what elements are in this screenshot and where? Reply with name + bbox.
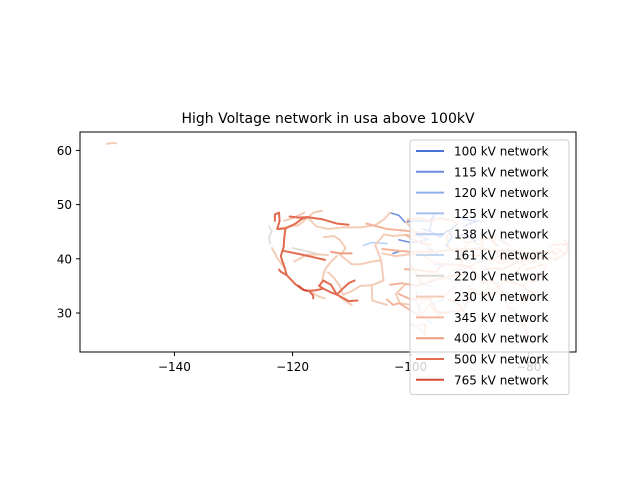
network-line — [330, 250, 353, 255]
legend: 100 kV network 115 kV network 120 kV netwo… — [409, 139, 570, 396]
legend-label: 138 kV network — [454, 228, 548, 242]
legend-label: 345 kV network — [454, 311, 548, 325]
legend-label: 100 kV network — [454, 145, 548, 159]
network-line — [306, 216, 344, 230]
axes-frame — [79, 131, 577, 353]
network-line — [321, 255, 338, 281]
legend-label: 230 kV network — [454, 290, 548, 304]
legend-label: 500 kV network — [454, 353, 548, 367]
network-line — [105, 141, 117, 145]
legend-box — [409, 139, 570, 396]
chart-title: High Voltage network in usa above 100kV — [181, 111, 475, 127]
series-group — [297, 284, 309, 292]
network-line — [281, 249, 326, 261]
network-line — [293, 253, 329, 263]
network-line — [394, 283, 412, 306]
y-tick-label: 40 — [57, 252, 72, 266]
network-line — [282, 227, 287, 248]
x-tick-label: −140 — [158, 360, 191, 374]
network-line — [282, 211, 306, 222]
network-line — [335, 293, 359, 303]
y-tick-label: 30 — [57, 306, 72, 320]
network-line — [276, 211, 287, 230]
series-group — [268, 225, 317, 255]
network-line — [341, 224, 377, 229]
network-line — [278, 268, 288, 277]
legend-label: 125 kV network — [454, 207, 548, 221]
legend-label: 765 kV network — [454, 373, 548, 387]
network-line — [268, 225, 273, 245]
y-axis: 30 40 50 60 — [57, 144, 80, 320]
series-group — [330, 250, 353, 255]
network-line — [322, 287, 338, 296]
network-line — [374, 233, 386, 262]
network-line — [374, 211, 391, 227]
network-line — [309, 290, 326, 300]
network-line — [273, 211, 280, 222]
network-line — [288, 215, 309, 219]
network-line — [318, 279, 325, 290]
legend-label: 220 kV network — [454, 269, 548, 283]
network-line — [306, 216, 350, 226]
network-line — [386, 298, 400, 306]
x-tick-label: −120 — [276, 360, 309, 374]
network-line — [279, 245, 285, 263]
network-line — [362, 241, 388, 247]
y-tick-label: 60 — [57, 144, 72, 158]
series-group — [105, 141, 117, 145]
network-line — [322, 279, 338, 296]
legend-label: 400 kV network — [454, 332, 548, 346]
network-line — [308, 287, 325, 292]
network-line — [370, 284, 388, 306]
network-line — [370, 259, 385, 287]
network-line — [270, 247, 285, 268]
network-line — [322, 235, 341, 241]
legend-label: 115 kV network — [454, 165, 548, 179]
network-line — [335, 279, 356, 296]
network-line — [341, 284, 373, 296]
network-line — [306, 209, 324, 219]
network-line — [297, 284, 309, 292]
network-line — [291, 247, 317, 255]
network-line — [308, 289, 315, 300]
legend-label: 161 kV network — [454, 249, 548, 263]
network-line — [365, 222, 406, 232]
network-line — [281, 260, 288, 277]
legend-label: 120 kV network — [454, 186, 548, 200]
network-line — [389, 211, 406, 223]
y-tick-label: 50 — [57, 198, 72, 212]
network-line — [359, 259, 383, 266]
network-line — [339, 254, 362, 266]
